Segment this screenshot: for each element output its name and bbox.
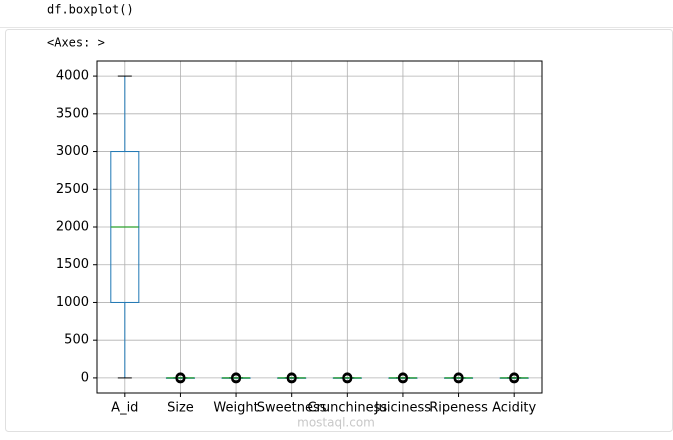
y-tick-label: 0 [81, 370, 89, 385]
y-tick-label: 4000 [56, 69, 89, 84]
y-tick-label: 3500 [56, 106, 89, 121]
x-tick-label: Ripeness [429, 401, 488, 416]
output-area [5, 29, 673, 432]
outlier [397, 372, 408, 383]
y-tick-label: 2000 [56, 220, 89, 235]
x-tick-label: Crunchiness [307, 401, 387, 416]
watermark: mostaql.com [297, 416, 375, 430]
outlier [453, 372, 464, 383]
x-tick-label: A_id [111, 401, 138, 416]
code-cell [0, 0, 673, 27]
outlier [286, 372, 297, 383]
outlier [175, 372, 186, 383]
x-tick-label: Acidity [492, 401, 536, 416]
y-tick-label: 1500 [56, 257, 89, 272]
x-tick-label: Sweetness [257, 401, 327, 416]
y-tick-label: 2500 [56, 182, 89, 197]
y-tick-label: 3000 [56, 144, 89, 159]
y-tick-label: 1000 [56, 295, 89, 310]
x-tick-label: Weight [213, 401, 258, 416]
x-tick-label: Size [167, 401, 194, 416]
outlier [342, 372, 353, 383]
outlier [231, 372, 242, 383]
code-text: df.boxplot() [47, 3, 134, 17]
plot: 0 500 1000 1500 2000 2500 3000 3500 4000 A_id Size… [56, 61, 542, 416]
y-tick-label: 500 [64, 333, 89, 348]
axes-frame [96, 60, 543, 394]
outlier [509, 372, 520, 383]
x-tick-label: Juiciness [374, 401, 431, 416]
output-text: <Axes: > [47, 36, 105, 50]
